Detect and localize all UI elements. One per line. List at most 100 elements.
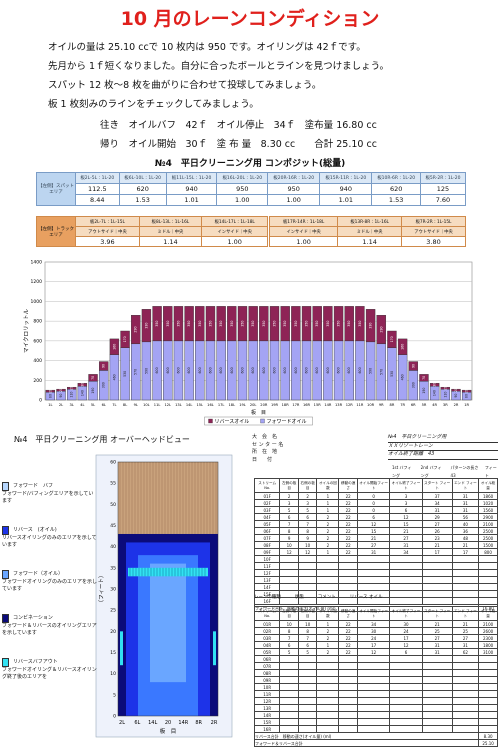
x-tick-label: 1L bbox=[48, 403, 52, 407]
stream-row: 04F 6 6 2 22 6 12 29 56 2900 bbox=[253, 513, 498, 521]
cell: 2100 bbox=[478, 620, 498, 628]
cell: 27 bbox=[389, 534, 423, 542]
legend-item-title: コンビネーション bbox=[2, 614, 98, 623]
stream-row: 11R bbox=[253, 690, 498, 698]
info-value: №4 平日クリーニング用 bbox=[388, 434, 498, 443]
y-tick-label: 800 bbox=[33, 319, 42, 325]
cell: 27 bbox=[421, 634, 453, 642]
cell: 1.53 bbox=[118, 194, 167, 206]
total-row: リバース合計 移動の速さ(オイル量) (ml) 8.30 bbox=[253, 732, 498, 740]
bar-segment bbox=[408, 361, 418, 371]
column-header: 板14L-17L：1L-18L bbox=[200, 216, 269, 227]
cell: 940 bbox=[165, 183, 218, 195]
bar-value-label: 330 bbox=[369, 323, 373, 329]
stream-row: 14F bbox=[253, 583, 498, 591]
column-header: エンド フィート bbox=[451, 606, 480, 621]
cell: 22 bbox=[338, 520, 358, 528]
column-header: 板7R-2R：1L-15L bbox=[401, 216, 466, 227]
stream-row: 15F bbox=[253, 590, 498, 598]
cell: 04F bbox=[253, 513, 281, 521]
y-tick-label: 5 bbox=[113, 692, 116, 698]
cell bbox=[356, 683, 391, 691]
bar-value-label: 160 bbox=[112, 344, 116, 350]
x-tick-label: 12L bbox=[164, 403, 171, 407]
cell bbox=[279, 683, 299, 691]
info-label: 日 付 bbox=[252, 456, 273, 463]
cell: 1 bbox=[316, 548, 340, 556]
bar-value-label: 350 bbox=[198, 321, 202, 327]
legend-title: リバースバフアウト bbox=[13, 659, 58, 666]
plot-area bbox=[44, 261, 473, 401]
cell: 7 bbox=[279, 520, 299, 528]
bar-segment bbox=[461, 389, 472, 393]
x-tick-label: 20L bbox=[250, 403, 257, 407]
bar-value-label: 460 bbox=[401, 374, 405, 380]
x-tick-label: 17R bbox=[292, 403, 300, 407]
x-tick-label: 11L bbox=[154, 403, 161, 407]
reverse-meta-item: レーンの種類 bbox=[254, 595, 281, 600]
cell: 22 bbox=[338, 541, 358, 549]
cell bbox=[316, 683, 340, 691]
bar-value-label: 600 bbox=[176, 367, 180, 373]
cell: 620 bbox=[118, 183, 167, 195]
column-header: 板6L-10L：1L-20 bbox=[118, 172, 167, 184]
cell: 31 bbox=[421, 648, 453, 656]
x-tick-label: 4R bbox=[432, 403, 437, 407]
cell: 12 bbox=[356, 648, 391, 656]
bar-segment bbox=[205, 306, 216, 342]
cell: 8 bbox=[279, 527, 299, 535]
stream-row: 08R bbox=[253, 669, 498, 677]
bar-segment bbox=[291, 306, 301, 342]
cell bbox=[451, 669, 480, 677]
x-axis-label: 板 目 bbox=[160, 727, 177, 735]
x-tick-label: 19R bbox=[271, 403, 279, 407]
bar-value-label: 350 bbox=[240, 321, 244, 327]
bar-value-label: 170 bbox=[390, 336, 394, 342]
x-tick-label: 20R bbox=[260, 403, 268, 407]
cell bbox=[279, 583, 299, 591]
cell: 1 bbox=[316, 492, 340, 500]
y-tick-label: 15 bbox=[110, 650, 116, 656]
cell bbox=[316, 562, 340, 570]
cell: 24 bbox=[356, 634, 391, 642]
cell: 8.44 bbox=[75, 194, 120, 206]
x-tick-label: 17L bbox=[218, 403, 225, 407]
cell: 7 bbox=[297, 634, 318, 642]
cell: 7.60 bbox=[419, 194, 467, 206]
cell: 11R bbox=[253, 690, 281, 698]
stream-row: 07R bbox=[253, 662, 498, 670]
column-subheader: インサイド｜中央 bbox=[269, 226, 339, 237]
cell: 21 bbox=[451, 620, 480, 628]
stream-row: 13F bbox=[253, 576, 498, 584]
cell bbox=[316, 711, 340, 719]
cell: 1.01 bbox=[165, 194, 218, 206]
y-tick-label: 600 bbox=[33, 338, 42, 344]
cell: 01F bbox=[253, 492, 281, 500]
cell: 22 bbox=[338, 527, 358, 535]
stream-row: 06R bbox=[253, 655, 498, 663]
x-tick-label: 12R bbox=[346, 403, 354, 407]
cell: 11F bbox=[253, 562, 281, 570]
cell: 10R bbox=[253, 683, 281, 691]
stream-row: 02R 8 8 2 22 30 24 25 25 2600 bbox=[253, 627, 498, 635]
cell bbox=[279, 562, 299, 570]
cell bbox=[356, 704, 391, 712]
cell: 6 bbox=[389, 506, 423, 514]
cell bbox=[279, 662, 299, 670]
x-tick-label: 2R bbox=[211, 720, 218, 726]
cell: 2 bbox=[316, 541, 340, 549]
bar-value-label: 160 bbox=[401, 344, 405, 350]
column-header: 板17R-14R：1L-18L bbox=[269, 216, 339, 227]
bar-segment bbox=[365, 309, 376, 343]
x-tick-label: 19L bbox=[239, 403, 246, 407]
cell: 5 bbox=[279, 506, 299, 514]
y-tick-label: 0 bbox=[39, 398, 42, 404]
lane-oil-core bbox=[150, 563, 186, 683]
stream-row: 04R 6 6 1 22 17 12 31 31 1800 bbox=[253, 641, 498, 649]
cell bbox=[297, 676, 318, 684]
cell: 24 bbox=[389, 627, 423, 635]
value-row: 112.5 620 940 950 950 940 620 125 bbox=[37, 183, 467, 195]
cell: 800 bbox=[478, 548, 498, 556]
stream-row: 03R 7 7 2 22 24 17 27 27 2300 bbox=[253, 634, 498, 642]
legend-item-title: フォワード バフ bbox=[2, 482, 98, 491]
